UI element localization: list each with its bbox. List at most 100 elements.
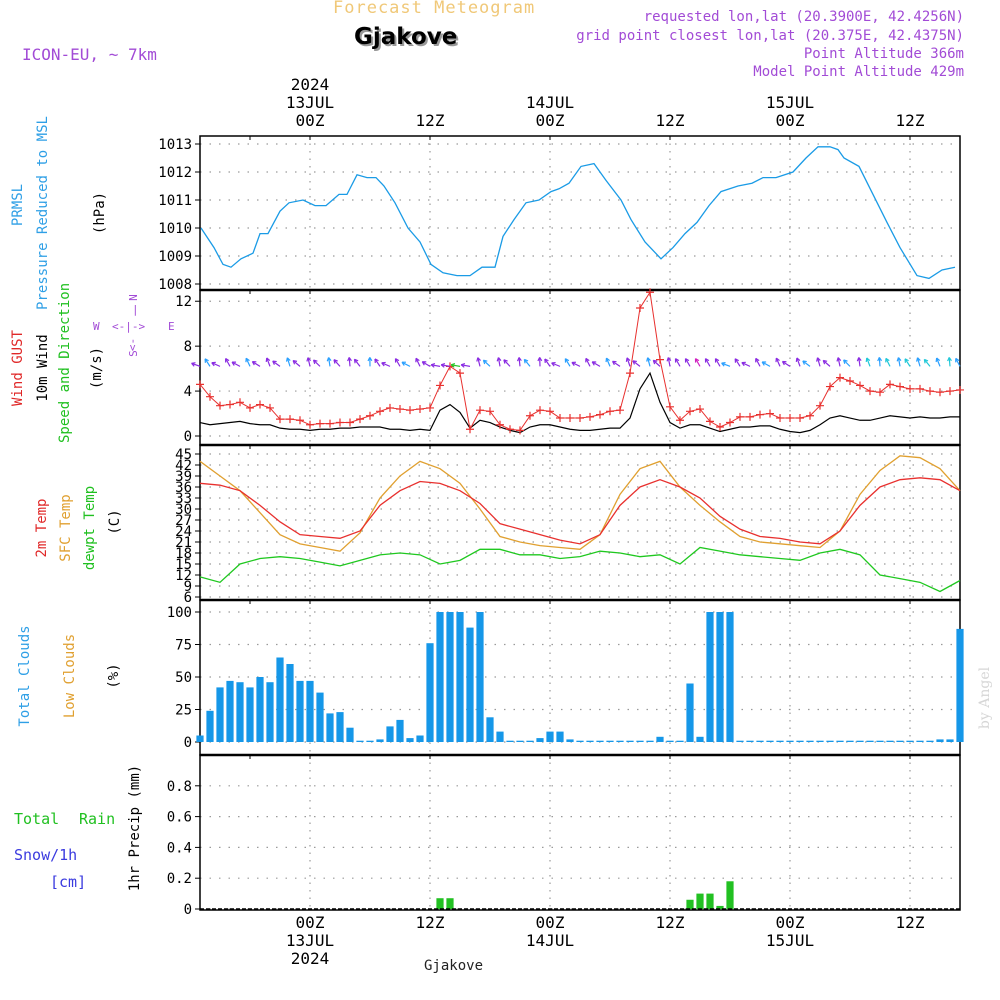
wind-direction-arrow (781, 360, 791, 367)
wind-direction-arrow (430, 362, 441, 368)
temp-2m-line (199, 477, 961, 545)
cloud-bar (716, 612, 724, 742)
precip-total-label: Total (14, 810, 60, 828)
gust-marker (496, 420, 504, 429)
location-title: Gjakove (354, 24, 458, 50)
cloud-bar (386, 726, 394, 742)
cloud-bar (316, 692, 324, 742)
precip-snow-label: Snow/1h (14, 846, 78, 864)
y-tick-label: 0 (184, 902, 192, 918)
wind-direction-arrow (231, 361, 241, 367)
wind-direction-arrow (285, 357, 291, 367)
bottom-time-label: 13JUL (285, 931, 335, 950)
precip-bar (716, 905, 724, 909)
cloud-bar (876, 740, 884, 742)
cloud-bar (576, 740, 584, 742)
cloud-bar (816, 740, 824, 742)
y-tick-label: 18 (175, 546, 192, 562)
wind-direction-arrow (537, 357, 543, 367)
gust-marker (906, 384, 914, 393)
gust-marker (656, 355, 664, 364)
wind-direction-arrow (775, 357, 781, 367)
wind-direction-arrow (625, 357, 631, 367)
wind-direction-arrow (877, 357, 883, 367)
gust-marker (666, 402, 674, 411)
wind-direction-arrow (211, 361, 221, 367)
wind-direction-arrow (312, 359, 321, 367)
cloud-bar (336, 712, 344, 742)
gust-marker (556, 414, 564, 423)
cloud-bar (416, 735, 424, 742)
cloud-bar (286, 664, 294, 742)
wind-direction-arrow (272, 360, 281, 367)
y-tick-label: 6 (184, 590, 192, 606)
wind-direction-arrow (571, 361, 581, 367)
gust-marker (746, 412, 754, 421)
gust-marker (406, 406, 414, 415)
wind-direction-arrow (516, 357, 522, 367)
cloud-bar (736, 740, 744, 742)
gust-marker (866, 387, 874, 396)
wind-direction-arrow (415, 357, 421, 367)
cloud-bar (646, 740, 654, 742)
gust-marker (336, 418, 344, 427)
cloud-bar (886, 740, 894, 742)
y-tick-label: 12 (175, 294, 192, 310)
wind-direction-arrow (704, 358, 711, 367)
precip-bar (696, 893, 704, 909)
y-tick-label: 33 (175, 491, 192, 507)
cloud-bar (516, 740, 524, 742)
gust-marker (396, 405, 404, 414)
wind-direction-arrow (694, 358, 701, 367)
cloud-bar (696, 736, 704, 742)
cloud-bar (456, 612, 464, 742)
top-time-label: 12Z (415, 111, 445, 130)
cloud-bar (706, 612, 714, 742)
gust-marker (596, 410, 604, 419)
top-time-label: 00Z (295, 111, 325, 130)
gust-marker (606, 407, 614, 416)
requested-coords: requested lon,lat (20.3900E, 42.4256N) (643, 9, 964, 25)
gust-marker (856, 381, 864, 390)
cloud-bar (236, 682, 244, 742)
cloud-bar (506, 740, 514, 742)
cloud-bar (566, 739, 574, 742)
gust-marker (276, 415, 284, 424)
gust-marker (296, 416, 304, 425)
gust-marker (696, 405, 704, 414)
gust-marker (576, 414, 584, 423)
wind-direction-arrow (896, 357, 902, 367)
top-time-label: 12Z (895, 111, 925, 130)
cloud-bar (296, 680, 304, 742)
gust-marker (426, 403, 434, 412)
wind-direction-arrow (367, 357, 373, 367)
wind-direction-arrow (761, 361, 771, 367)
cloud-bar (726, 612, 734, 742)
y-tick-label: 0 (184, 429, 192, 445)
cloud-bar (306, 680, 314, 742)
gust-marker (826, 382, 834, 391)
gust-marker (546, 407, 554, 416)
gust-marker (366, 411, 374, 420)
wind-direction-arrow (816, 357, 821, 367)
gust-marker (896, 382, 904, 391)
bottom-time-label: 12Z (415, 913, 445, 932)
gust-marker (236, 398, 244, 407)
precip-bar (436, 898, 444, 909)
gust-marker (476, 406, 484, 415)
y-tick-label: 100 (167, 605, 192, 621)
gust-marker (796, 414, 804, 423)
cloud-bar (256, 677, 264, 742)
y-tick-label: 8 (184, 339, 192, 355)
gust-marker (946, 387, 954, 396)
gust-marker (216, 401, 224, 410)
gust-marker (816, 401, 824, 410)
wind-direction-arrow (421, 361, 431, 367)
wind-direction-arrow (401, 361, 411, 367)
cloud-bar (786, 740, 794, 742)
wind-direction-arrow (347, 357, 352, 367)
cloud-bar (626, 740, 634, 742)
cloud-bar (636, 740, 644, 742)
cloud-bar (396, 719, 404, 742)
y-tick-label: 1008 (158, 277, 192, 293)
